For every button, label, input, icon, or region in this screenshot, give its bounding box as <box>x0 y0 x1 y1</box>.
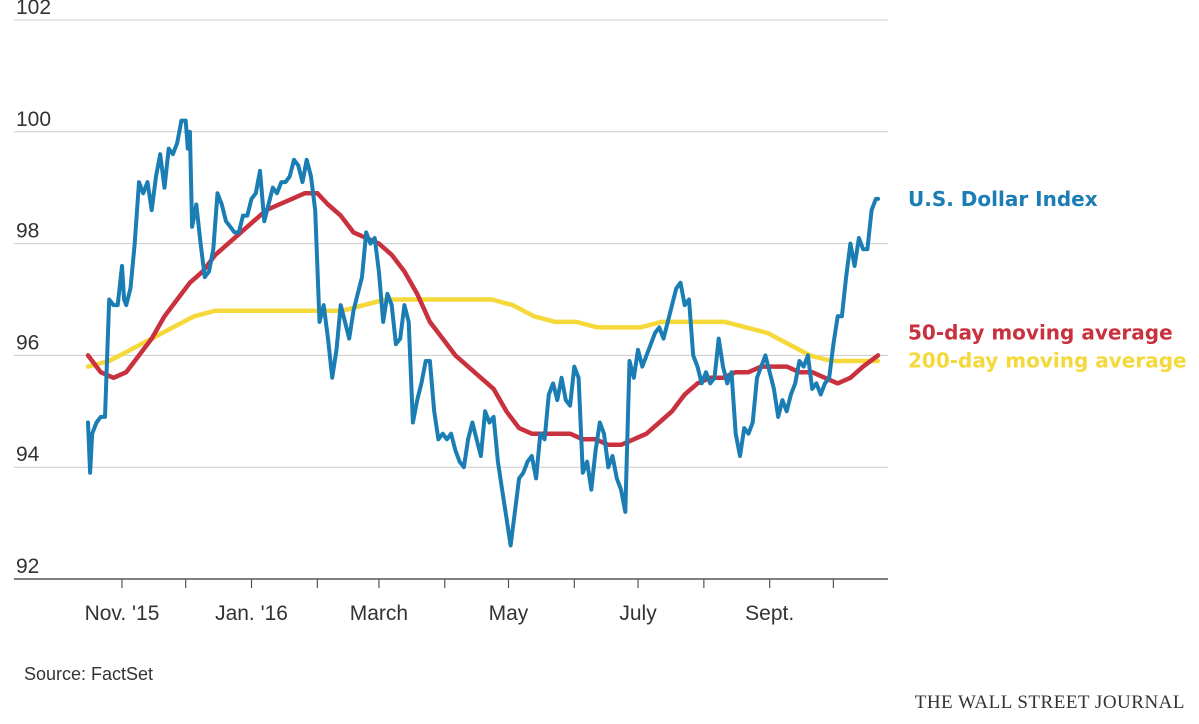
y-tick-label: 100 <box>16 108 51 131</box>
x-tick-label: Nov. '15 <box>85 602 160 625</box>
y-tick-label: 102 <box>16 0 51 19</box>
legend: U.S. Dollar Index 50-day moving average … <box>908 187 1187 373</box>
y-tick-label: 96 <box>16 331 39 354</box>
legend-label-50-day: 50-day moving average <box>908 320 1173 344</box>
x-tick-label: Jan. '16 <box>215 602 288 625</box>
ma200-line <box>85 297 881 369</box>
x-tick-label: May <box>489 602 529 625</box>
y-tick-label: 94 <box>16 443 40 466</box>
x-axis-ticks: Nov. '15 Jan. '16 March May July Sept. <box>85 579 835 625</box>
legend-label-200-day: 200-day moving average <box>908 348 1187 372</box>
x-tick-label: March <box>350 602 408 625</box>
y-axis-ticks: 102 100 98 96 94 92 <box>16 0 51 578</box>
x-tick-label: Sept. <box>745 602 794 625</box>
legend-label-usd-index: U.S. Dollar Index <box>908 187 1098 211</box>
y-tick-label: 92 <box>16 555 39 578</box>
usd-index-line <box>86 118 880 548</box>
ma50-line <box>85 191 881 448</box>
y-tick-label: 98 <box>16 220 39 243</box>
publisher-logo-text: THE WALL STREET JOURNAL <box>914 692 1185 713</box>
gridlines <box>14 19 888 580</box>
x-tick-label: July <box>619 602 657 625</box>
series-lines <box>85 118 881 548</box>
source-note: Source: FactSet <box>24 664 154 684</box>
